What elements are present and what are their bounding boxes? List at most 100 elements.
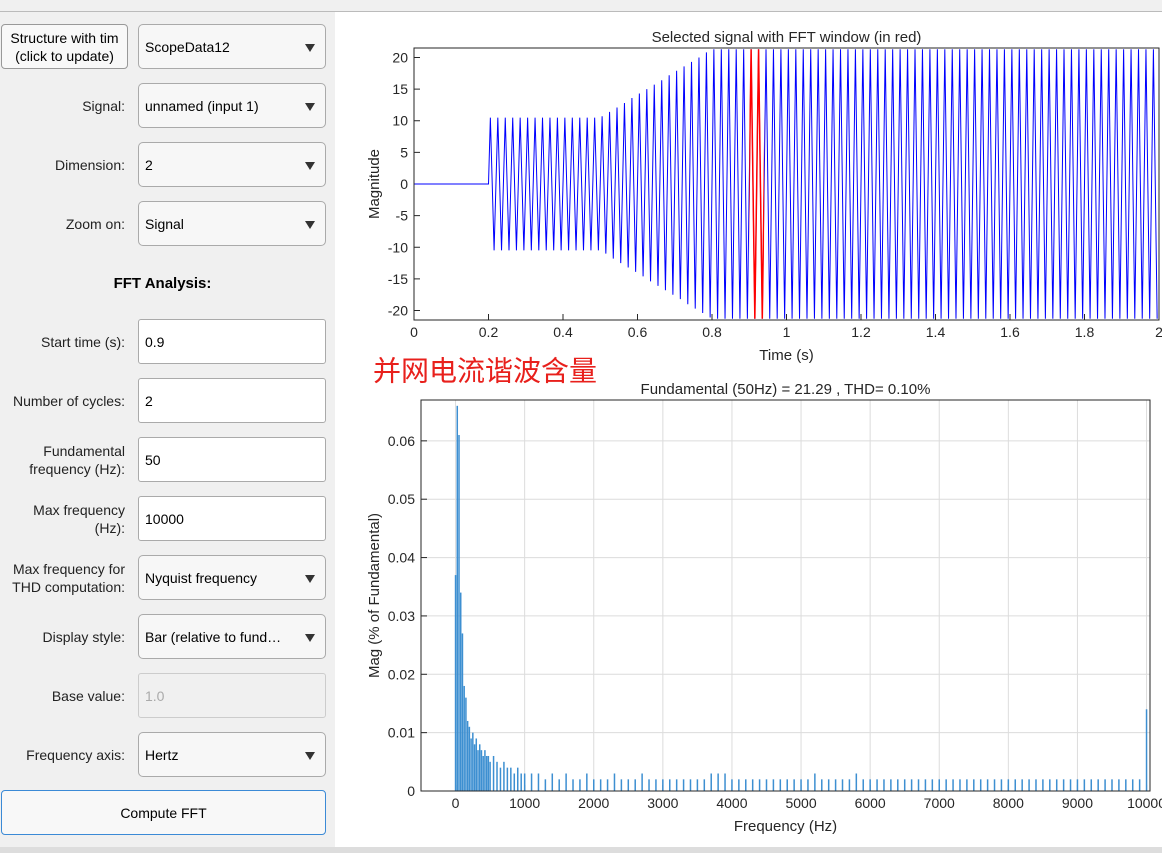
dropdown[interactable]: Signal bbox=[138, 201, 326, 246]
bar bbox=[487, 755, 490, 791]
bar bbox=[1076, 779, 1079, 791]
bar bbox=[855, 773, 858, 791]
bar bbox=[613, 773, 616, 791]
bar bbox=[655, 779, 657, 791]
bar bbox=[669, 779, 671, 791]
bar bbox=[634, 779, 636, 791]
x-tick-label: 3000 bbox=[647, 795, 678, 811]
dropdown[interactable]: unnamed (input 1) bbox=[138, 83, 326, 128]
bar bbox=[897, 779, 899, 791]
field-label: Frequency axis: bbox=[3, 732, 125, 777]
bar bbox=[1118, 779, 1120, 791]
control-panel: Structure with tim (click to update) Scop… bbox=[0, 12, 335, 847]
bar bbox=[779, 779, 782, 791]
bar bbox=[459, 592, 462, 791]
bar bbox=[473, 744, 476, 791]
x-axis-label: Time (s) bbox=[759, 347, 813, 364]
dropdown[interactable]: Nyquist frequency bbox=[138, 555, 326, 600]
bar bbox=[627, 779, 630, 791]
text-field[interactable]: 50 bbox=[138, 437, 326, 482]
bar bbox=[841, 779, 844, 791]
bar bbox=[523, 773, 526, 791]
bar bbox=[558, 779, 560, 791]
bar bbox=[724, 773, 726, 791]
label-text: Start time (s): bbox=[40, 333, 125, 350]
plot-area bbox=[421, 400, 1150, 791]
label-text: Max frequency (Hz): bbox=[33, 501, 125, 536]
bar bbox=[482, 755, 484, 791]
status-strip bbox=[0, 847, 1162, 853]
label-text: Base value: bbox=[51, 687, 125, 704]
x-tick-label: 2 bbox=[1155, 324, 1162, 340]
label-text: Number of cycles: bbox=[12, 392, 125, 409]
bar bbox=[890, 779, 892, 791]
bar bbox=[1014, 779, 1017, 791]
bar bbox=[592, 779, 595, 791]
bar bbox=[1021, 779, 1023, 791]
y-axis-label: Magnitude bbox=[366, 149, 383, 219]
bar bbox=[544, 779, 547, 791]
plot-frame bbox=[413, 47, 1160, 321]
bar bbox=[758, 779, 761, 791]
bar bbox=[503, 761, 505, 791]
x-tick-label: 1000 bbox=[509, 795, 540, 811]
y-tick-label: 10 bbox=[392, 113, 408, 129]
dropdown[interactable]: Bar (relative to fund… bbox=[138, 614, 326, 659]
structure-dropdown[interactable]: ScopeData12 bbox=[138, 24, 326, 69]
y-tick-label: 5 bbox=[400, 144, 408, 160]
bar bbox=[465, 697, 467, 791]
bar bbox=[1111, 779, 1113, 791]
structure-button[interactable]: Structure with tim (click to update) bbox=[1, 24, 128, 69]
bar bbox=[1028, 779, 1030, 791]
label-text: Frequency axis: bbox=[26, 746, 125, 763]
bar bbox=[993, 779, 996, 791]
bar bbox=[917, 779, 920, 791]
dropdown[interactable]: 2 bbox=[138, 142, 326, 187]
bar bbox=[710, 773, 712, 791]
label-text: Signal: bbox=[82, 97, 125, 114]
bar bbox=[807, 779, 809, 791]
x-tick-label: 5000 bbox=[785, 795, 816, 811]
field-label: Base value: bbox=[3, 673, 125, 718]
bar bbox=[499, 767, 502, 791]
label-text: Max frequency for THD computation: bbox=[12, 560, 125, 595]
x-tick-label: 1 bbox=[783, 324, 791, 340]
bar bbox=[717, 773, 719, 791]
field-label: Display style: bbox=[3, 614, 125, 659]
bar bbox=[477, 750, 479, 791]
y-tick-label: 20 bbox=[392, 49, 408, 65]
dropdown[interactable]: Hertz bbox=[138, 732, 326, 777]
field-label: Dimension: bbox=[3, 142, 125, 187]
x-tick-label: 1.6 bbox=[1000, 324, 1020, 340]
text-field[interactable]: 2 bbox=[138, 378, 326, 423]
bar bbox=[506, 767, 509, 791]
bar bbox=[876, 779, 878, 791]
bar bbox=[703, 779, 706, 791]
x-tick-label: 9000 bbox=[1062, 795, 1093, 811]
bar bbox=[1097, 779, 1099, 791]
bar bbox=[675, 779, 678, 791]
bar bbox=[689, 779, 692, 791]
bar bbox=[751, 779, 754, 791]
bar bbox=[1042, 779, 1044, 791]
label-text: Dimension: bbox=[54, 156, 125, 173]
bar bbox=[745, 779, 747, 791]
bar bbox=[466, 720, 469, 791]
bar bbox=[862, 779, 864, 791]
bar bbox=[458, 435, 460, 791]
text-field[interactable]: 10000 bbox=[138, 496, 326, 541]
bar bbox=[599, 779, 602, 791]
bar bbox=[520, 773, 522, 791]
bar bbox=[1104, 779, 1106, 791]
y-tick-label: -5 bbox=[396, 208, 409, 224]
bar bbox=[579, 779, 581, 791]
compute-button[interactable]: Compute FFT bbox=[1, 790, 326, 835]
bar bbox=[682, 779, 685, 791]
bar bbox=[1007, 779, 1010, 791]
chart-title: Fundamental (50Hz) = 21.29 , THD= 0.10% bbox=[641, 381, 931, 398]
bar bbox=[869, 779, 871, 791]
bar bbox=[938, 779, 940, 791]
annotation: 并网电流谐波含量 bbox=[373, 355, 597, 386]
bar bbox=[986, 779, 989, 791]
text-field[interactable]: 0.9 bbox=[138, 319, 326, 364]
